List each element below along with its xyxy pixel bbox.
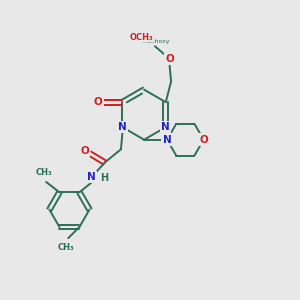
Text: O: O — [94, 97, 102, 107]
Text: OCH₃: OCH₃ — [130, 33, 153, 42]
Text: N: N — [161, 122, 170, 132]
Text: H: H — [100, 173, 108, 183]
Text: methoxy: methoxy — [142, 39, 170, 44]
Text: N: N — [118, 122, 127, 132]
Text: O: O — [165, 54, 174, 64]
Text: O: O — [199, 135, 208, 145]
Text: O: O — [80, 146, 89, 156]
Text: CH₃: CH₃ — [58, 244, 74, 253]
Text: N: N — [87, 172, 96, 182]
Text: N: N — [163, 135, 172, 145]
Text: CH₃: CH₃ — [35, 168, 52, 177]
